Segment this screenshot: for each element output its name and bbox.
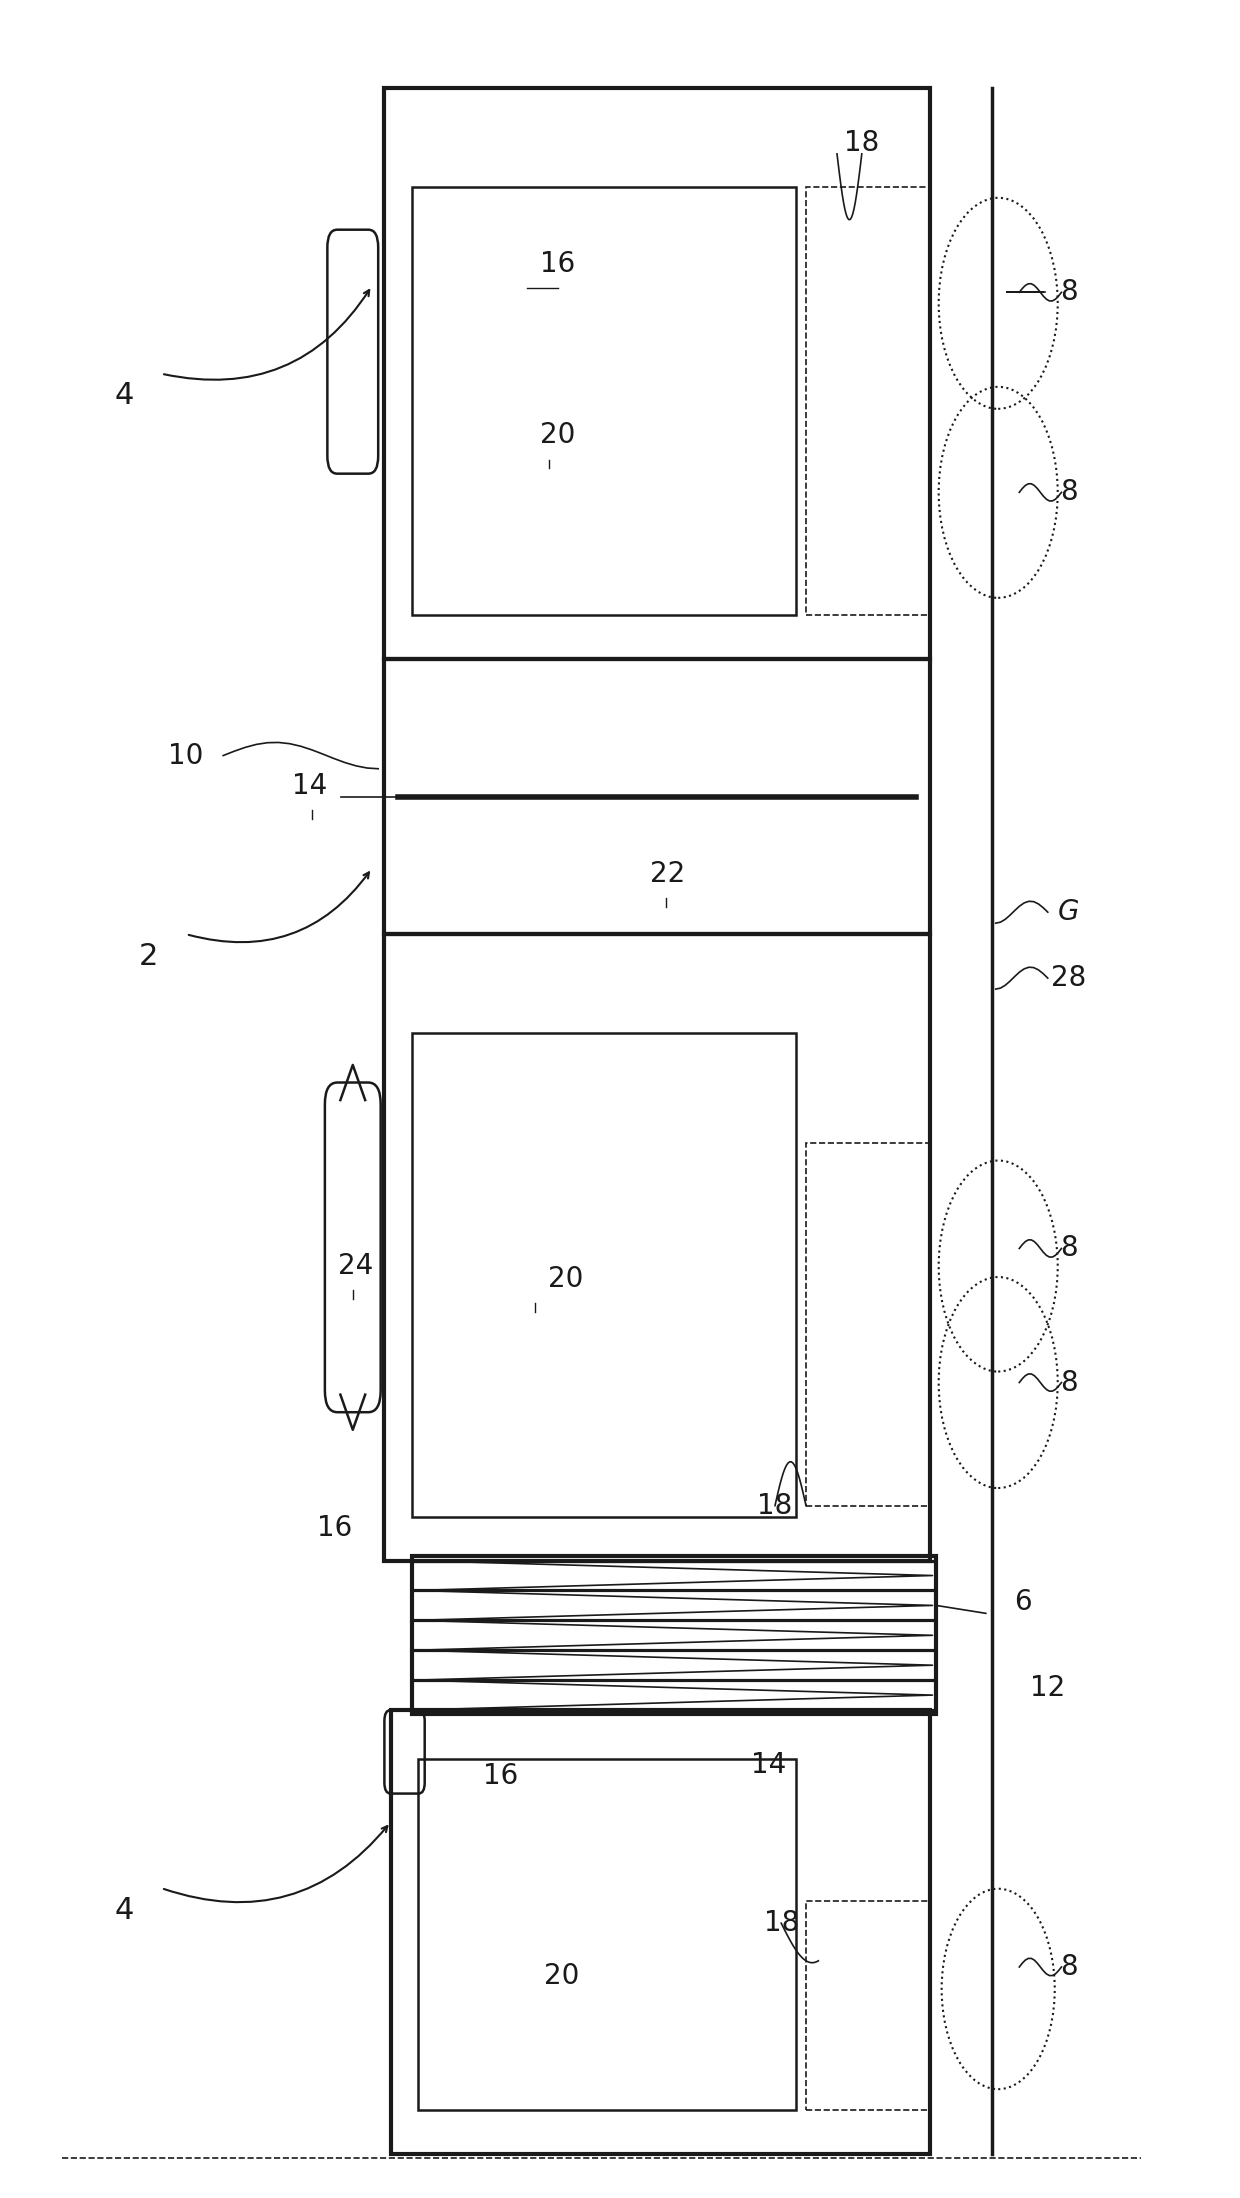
Bar [806, 187, 930, 615]
Text: 14: 14 [293, 771, 327, 800]
Text: 8: 8 [1060, 1369, 1078, 1396]
Text: 8: 8 [1060, 279, 1078, 306]
Text: 18: 18 [758, 1492, 792, 1519]
Bar [384, 88, 930, 659]
Text: G: G [1058, 899, 1080, 925]
Text: 6: 6 [1014, 1589, 1032, 1616]
Text: 8: 8 [1060, 479, 1078, 506]
Text: 16: 16 [484, 1763, 518, 1789]
Text: 4: 4 [114, 1895, 134, 1925]
Bar [384, 934, 930, 1561]
Text: 20: 20 [548, 1264, 583, 1292]
Text: 8: 8 [1060, 1954, 1078, 1980]
Text: 22: 22 [651, 859, 686, 888]
Text: 18: 18 [764, 1910, 799, 1936]
Text: 16: 16 [317, 1514, 352, 1541]
Bar [412, 1556, 936, 1714]
Bar [391, 1710, 930, 2154]
Bar [806, 1901, 930, 2110]
Text: 2: 2 [139, 941, 159, 972]
Text: 20: 20 [544, 1963, 579, 1991]
Text: 18: 18 [844, 130, 879, 156]
Text: 4: 4 [114, 380, 134, 411]
Text: 28: 28 [1052, 965, 1086, 991]
Bar [806, 1143, 930, 1506]
Bar [418, 1758, 796, 2110]
Bar [412, 187, 796, 615]
Text: 20: 20 [541, 422, 575, 448]
Text: 12: 12 [1030, 1675, 1065, 1701]
Text: 14: 14 [751, 1752, 786, 1778]
Bar [412, 1033, 796, 1517]
Text: 24: 24 [337, 1253, 373, 1279]
Text: 16: 16 [541, 251, 575, 277]
Bar [384, 659, 930, 934]
Text: 8: 8 [1060, 1235, 1078, 1262]
Text: 10: 10 [169, 741, 203, 769]
